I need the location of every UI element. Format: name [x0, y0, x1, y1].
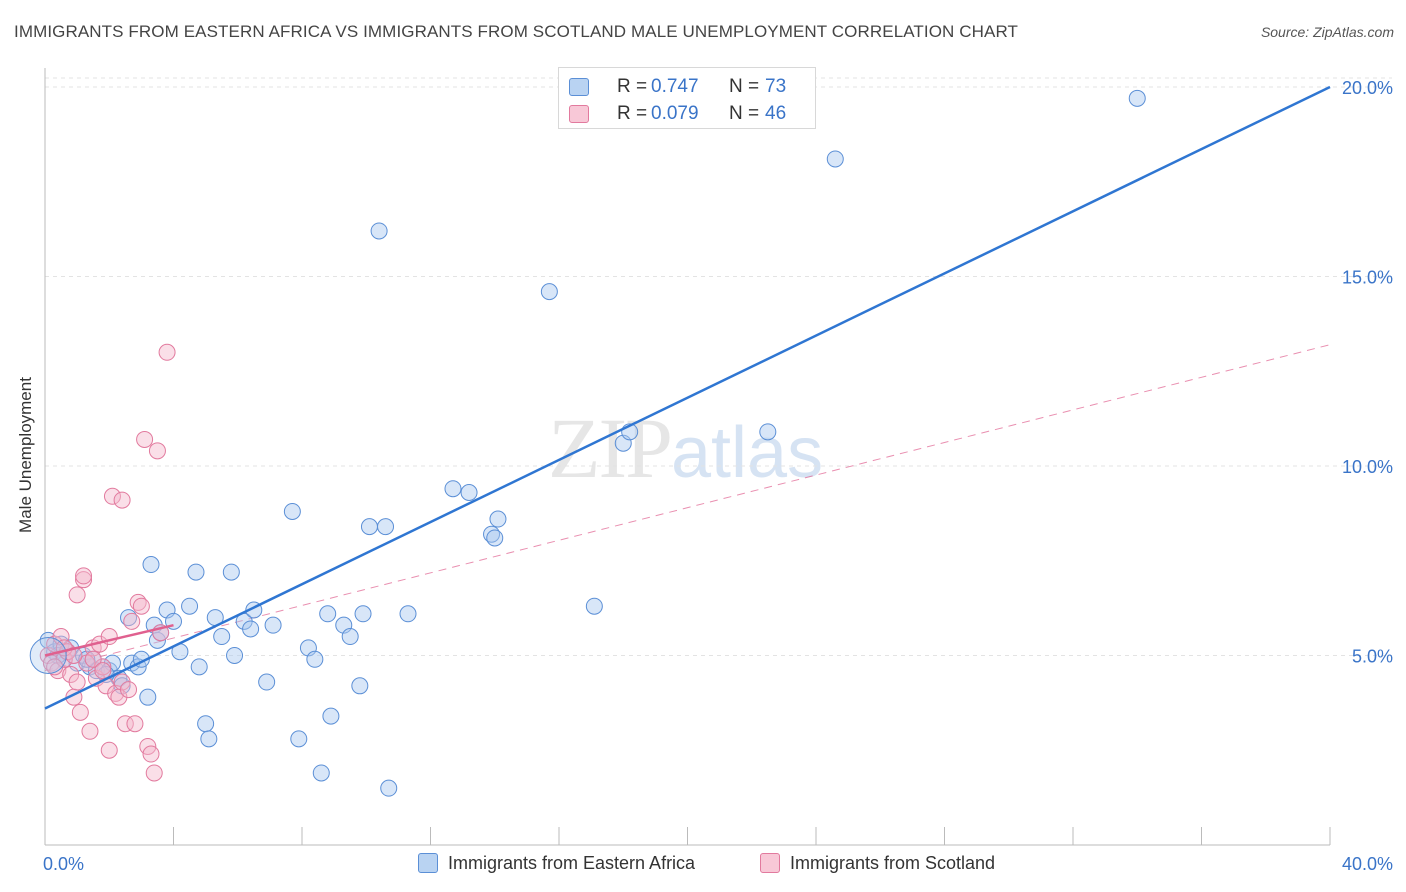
eastern-africa-point [585, 597, 603, 615]
legend-r-value: 0.747 [651, 76, 699, 97]
scotland-point [145, 764, 163, 782]
eastern-africa-point [486, 529, 504, 547]
eastern-africa-point [283, 502, 301, 520]
scotland-point [75, 567, 93, 585]
chart-title: IMMIGRANTS FROM EASTERN AFRICA VS IMMIGR… [14, 22, 1018, 41]
eastern-africa-point [312, 764, 330, 782]
eastern-africa-point [139, 688, 157, 706]
legend-n-label: N = [729, 76, 760, 97]
scotland-point [75, 571, 93, 589]
scotland-point [71, 703, 89, 721]
eastern-africa-point [360, 518, 378, 536]
scotland-point [158, 343, 176, 361]
y-tick-label: 20.0% [1342, 78, 1393, 98]
legend-swatch-pink [569, 105, 589, 123]
eastern-africa-point [351, 677, 369, 695]
bottom-legend-scotland: Immigrants from Scotland [760, 853, 995, 877]
eastern-africa-point [306, 650, 324, 668]
eastern-africa-point [354, 605, 372, 623]
scotland-point [148, 442, 166, 460]
scotland-trend-extended [44, 344, 1331, 672]
eastern-africa-point [460, 484, 478, 502]
eastern-africa-point [264, 616, 282, 634]
x-tick-label: 40.0% [1342, 854, 1393, 874]
eastern-africa-point [242, 620, 260, 638]
eastern-africa-point [190, 658, 208, 676]
eastern-africa-point [370, 222, 388, 240]
scotland-point [132, 597, 150, 615]
scotland-point [126, 715, 144, 733]
scotland-point [142, 745, 160, 763]
eastern-africa-point [197, 715, 215, 733]
bottom-legend-swatch-blue [418, 853, 438, 873]
scotland-point [120, 681, 138, 699]
scotland-point [94, 662, 112, 680]
legend-r-label: R = [617, 76, 648, 97]
scotland-point [113, 491, 131, 509]
eastern-africa-point [258, 673, 276, 691]
scotland-point [84, 650, 102, 668]
eastern-africa-point [540, 283, 558, 301]
eastern-africa-point [142, 556, 160, 574]
eastern-africa-point [341, 628, 359, 646]
eastern-africa-point [213, 628, 231, 646]
scotland-point [100, 741, 118, 759]
eastern-africa-point [181, 597, 199, 615]
scotland-trend-line [44, 623, 174, 657]
eastern-africa-point [826, 150, 844, 168]
scotland-point [136, 430, 154, 448]
legend-n-value: 73 [765, 76, 787, 97]
eastern-africa-trend-line [44, 85, 1331, 710]
eastern-africa-point [187, 563, 205, 581]
bottom-legend-label: Immigrants from Eastern Africa [448, 853, 696, 873]
eastern-africa-point [319, 605, 337, 623]
chart-source: Source: ZipAtlas.com [1260, 24, 1394, 40]
legend-r-value: 0.079 [651, 103, 699, 124]
scotland-point [52, 628, 70, 646]
correlation-legend: R = 0.747 N = 73 R = 0.079 N = 46 [558, 67, 816, 129]
y-tick-label: 15.0% [1342, 267, 1393, 287]
y-tick-label: 10.0% [1342, 457, 1393, 477]
eastern-africa-point [290, 730, 308, 748]
scotland-point [68, 586, 86, 604]
legend-swatch-blue [569, 78, 589, 96]
scotland-point [68, 673, 86, 691]
eastern-africa-point [380, 779, 398, 797]
eastern-africa-point [1128, 89, 1146, 107]
scotland-point [103, 487, 121, 505]
bottom-legend-label: Immigrants from Scotland [790, 853, 996, 873]
eastern-africa-point [222, 563, 240, 581]
legend-n-label: N = [729, 103, 760, 124]
eastern-africa-point [759, 423, 777, 441]
scotland-point [116, 715, 134, 733]
eastern-africa-point [200, 730, 218, 748]
eastern-africa-point [226, 646, 244, 664]
eastern-africa-point [377, 518, 395, 536]
bottom-legend-eastern-africa: Immigrants from Eastern Africa [418, 853, 695, 877]
x-tick-label: 0.0% [43, 854, 84, 874]
legend-r-label: R = [617, 103, 648, 124]
eastern-africa-point [322, 707, 340, 725]
eastern-africa-point [399, 605, 417, 623]
eastern-africa-point [489, 510, 507, 528]
legend-n-value: 46 [765, 103, 787, 124]
eastern-africa-point [444, 480, 462, 498]
scotland-point [81, 722, 99, 740]
scotland-point [123, 612, 141, 630]
y-tick-label: 5.0% [1352, 646, 1393, 666]
bottom-legend-swatch-pink [760, 853, 780, 873]
